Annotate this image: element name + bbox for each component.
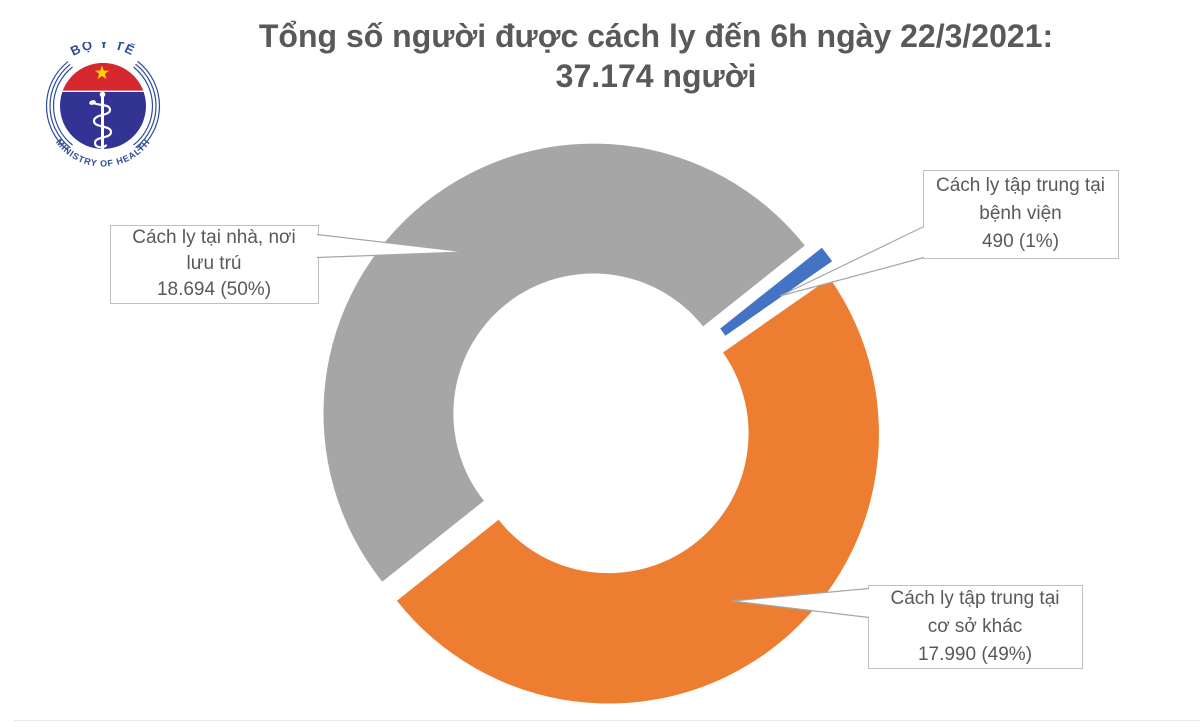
logo-staff-snake-icon: [89, 91, 113, 152]
callout-home-value: 18.694 (50%): [156, 279, 272, 300]
callout-leader-home: [316, 233, 467, 259]
callout-leader-other: [731, 587, 870, 619]
callout-label-home: Cách ly tại nhà, nơi lưu trú 18.694 (50%…: [110, 225, 318, 303]
callout-home-line2: lưu trú: [186, 253, 242, 274]
slice-hospital-quarantine: [720, 247, 833, 336]
ministry-of-health-logo: BỘ Y TẾ MINISTRY OF HEALTH: [36, 36, 170, 176]
logo-side-arcs: [45, 48, 161, 164]
callout-home-line1: Cách ly tại nhà, nơi: [132, 227, 296, 248]
callout-other-line1: Cách ly tập trung tại: [890, 587, 1060, 609]
callout-other-value: 17.990 (49%): [917, 643, 1033, 665]
callout-label-other: Cách ly tập trung tại cơ sở khác 17.990 …: [868, 585, 1082, 668]
label-box-home: [110, 225, 319, 304]
page-title: Tổng số người được cách ly đến 6h ngày 2…: [0, 16, 1200, 96]
callout-label-hospital: Cách ly tập trung tại bệnh viện 490 (1%): [923, 170, 1118, 258]
bottom-divider: [14, 720, 1200, 721]
page-title-line2: 37.174 người: [555, 58, 757, 94]
logo-star-icon: [94, 65, 110, 80]
callout-hospital-line1: Cách ly tập trung tại: [936, 175, 1105, 196]
slice-other-facility-quarantine: [396, 278, 879, 704]
callout-hospital-value: 490 (1%): [981, 231, 1060, 252]
logo-top-text: BỘ Y TẾ: [68, 42, 138, 59]
page-title-line1: Tổng số người được cách ly đến 6h ngày 2…: [258, 18, 1054, 54]
logo-red-cap: [62, 62, 144, 91]
logo-svg: BỘ Y TẾ MINISTRY OF HEALTH: [45, 36, 161, 169]
callout-leader-hospital: [779, 225, 925, 297]
label-box-hospital: [923, 170, 1119, 259]
callout-other-line2: cơ sở khác: [927, 615, 1023, 637]
callout-hospital-line2: bệnh viện: [979, 203, 1062, 224]
label-box-other: [868, 585, 1083, 669]
